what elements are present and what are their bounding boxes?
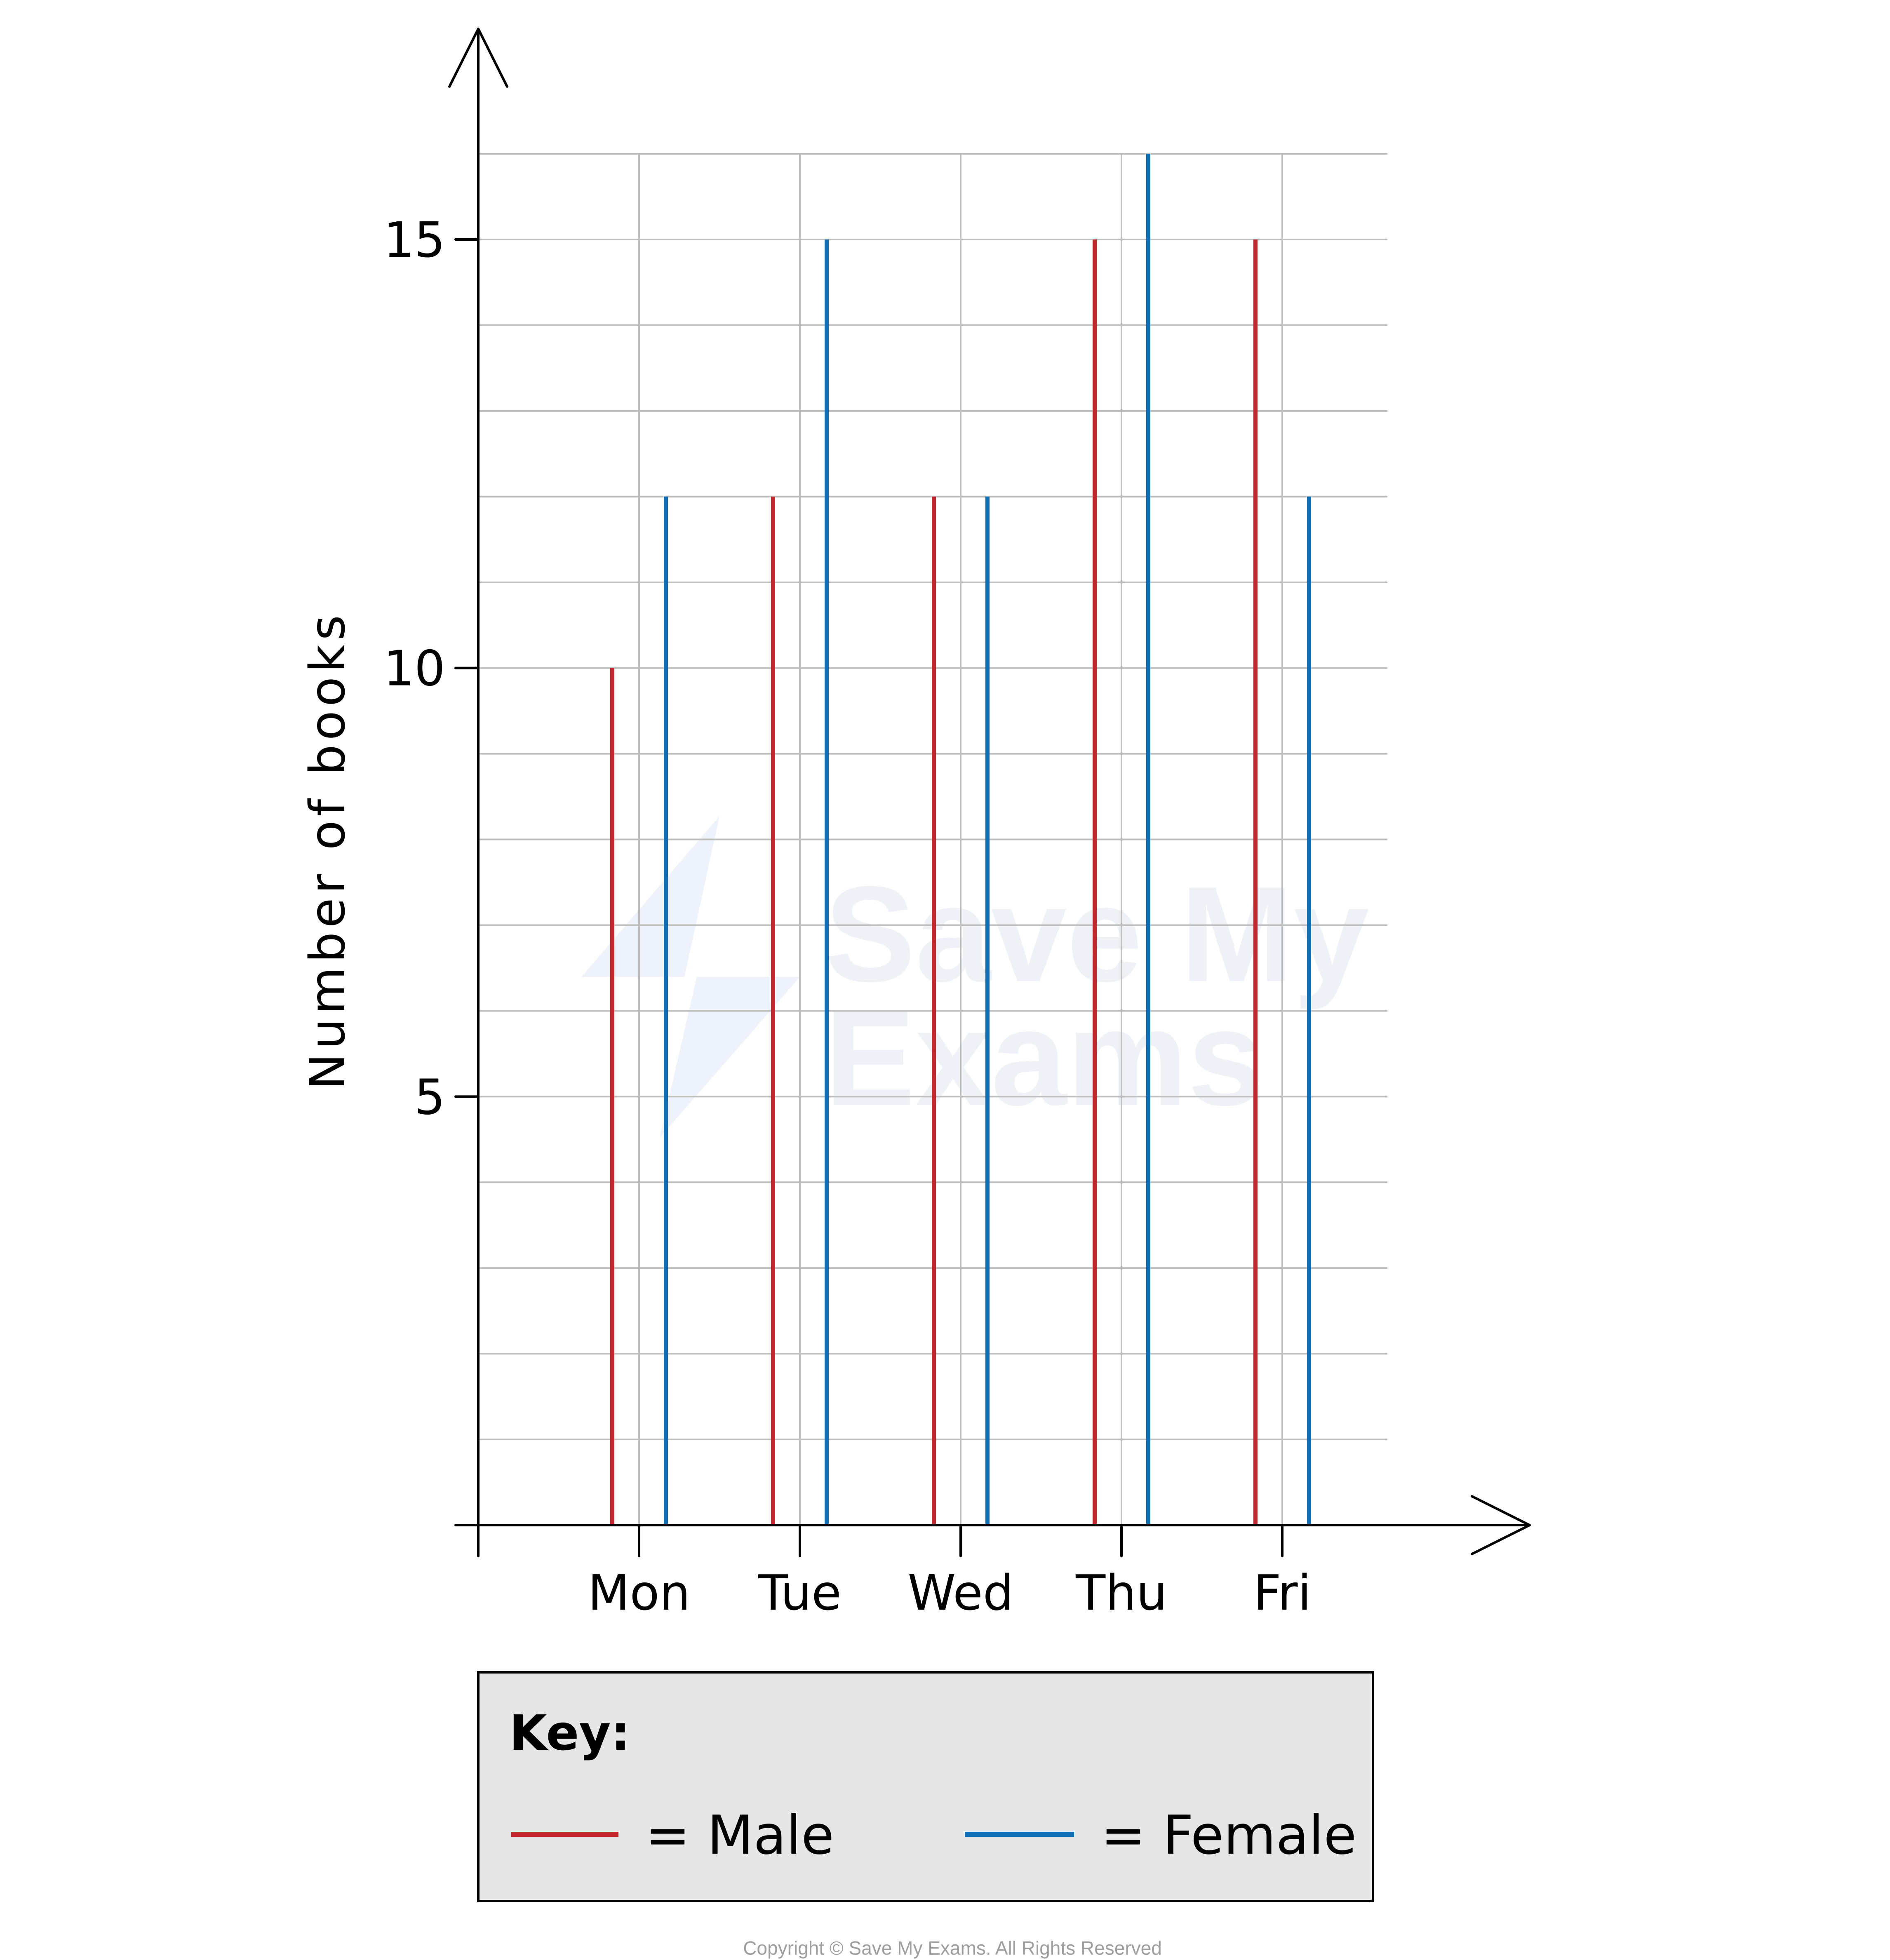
legend-male-label: = Male	[645, 1804, 834, 1866]
ticks	[454, 238, 1284, 1557]
y-axis-title: Number of books	[299, 611, 356, 1090]
watermark-line-1: Save My	[825, 858, 1370, 1011]
legend-box	[477, 1671, 1374, 1902]
x-tick-label: Mon	[588, 1564, 691, 1621]
x-tick-label: Wed	[907, 1564, 1013, 1621]
x-axis-arrow-icon	[1471, 1495, 1531, 1555]
copyright-text: Copyright © Save My Exams. All Rights Re…	[743, 1937, 1162, 1959]
data-lines	[610, 154, 1311, 1525]
legend-female-label: = Female	[1101, 1804, 1356, 1866]
watermark: Save My Exams	[581, 816, 1370, 1138]
y-tick-label: 5	[414, 1068, 445, 1125]
x-tick-label: Fri	[1253, 1564, 1312, 1621]
x-tick-label: Tue	[758, 1564, 842, 1621]
watermark-line-2: Exams	[825, 981, 1263, 1134]
tick-labels: 5 10 15 Mon Tue Wed Thu Fri	[383, 211, 1311, 1621]
watermark-logo-icon	[581, 816, 800, 1138]
y-tick-label: 15	[383, 211, 445, 268]
y-axis-arrow-icon	[448, 28, 508, 88]
y-tick-label: 10	[383, 640, 445, 697]
axes	[448, 28, 1531, 1557]
x-tick-label: Thu	[1075, 1564, 1167, 1621]
legend: Key: = Male = Female	[477, 1671, 1374, 1902]
legend-title: Key:	[509, 1704, 630, 1761]
